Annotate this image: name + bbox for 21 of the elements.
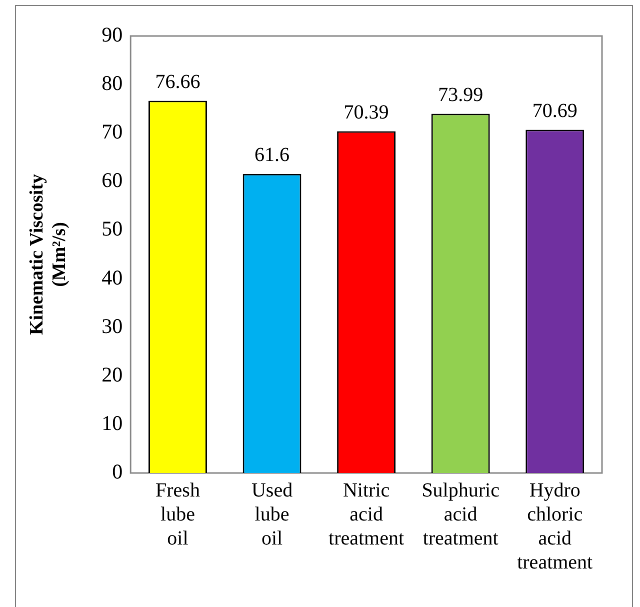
y-tick-label: 20 <box>102 362 123 386</box>
y-tick-label: 30 <box>102 314 123 338</box>
y-tick-label: 60 <box>102 168 123 192</box>
y-axis-title: Kinematic Viscosity (Mm²/s) <box>26 174 70 335</box>
data-label: 73.99 <box>438 84 484 106</box>
x-tick-label: Sulphuric acid treatment <box>422 479 500 550</box>
y-tick-label: 0 <box>112 460 123 484</box>
data-label: 70.69 <box>532 100 578 122</box>
y-tick-label: 10 <box>102 410 123 435</box>
x-tick-label: Nitric acid treatment <box>328 479 404 550</box>
y-tick-label: 80 <box>102 71 123 96</box>
x-tick-label: Fresh lube oil <box>156 479 200 550</box>
x-tick-label: Used lube oil <box>251 479 293 550</box>
y-tick-label: 40 <box>102 265 123 290</box>
x-tick-label: Hydro chloric acid treatment <box>517 479 594 574</box>
data-label: 61.6 <box>254 144 290 166</box>
y-tick-label: 70 <box>102 120 123 144</box>
y-tick-label: 50 <box>102 216 123 241</box>
data-label: 76.66 <box>155 71 200 94</box>
y-tick-label: 90 <box>102 22 123 47</box>
data-label: 70.39 <box>344 101 389 124</box>
